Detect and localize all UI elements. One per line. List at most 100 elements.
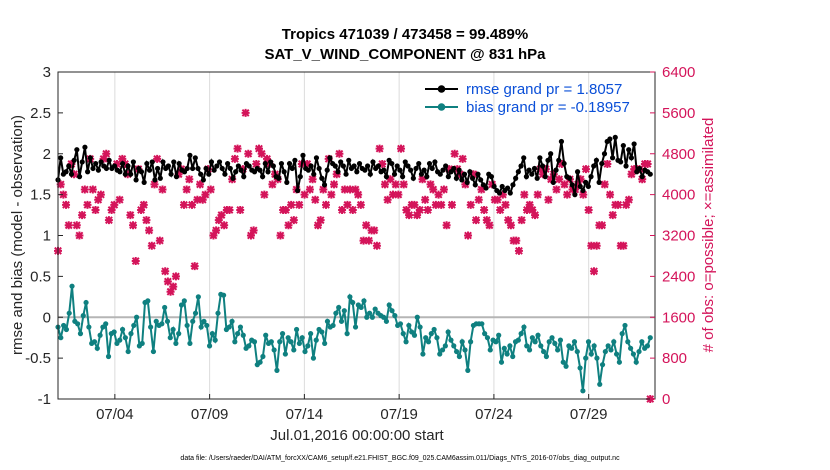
axis-ticks: 07/04 07/09 07/14 07/19 07/24 07/29 -1 -0.5 0 0.5… <box>25 64 695 423</box>
bias-point-54 <box>206 343 213 349</box>
assimilated-point-20 <box>107 205 116 214</box>
rmse-point-15 <box>95 167 101 173</box>
assimilated-point-174 <box>520 190 529 199</box>
assimilated-point-189 <box>560 180 569 189</box>
rmse-point-21 <box>111 163 118 169</box>
assimilated-point-19 <box>104 216 113 225</box>
assimilated-point-167 <box>501 200 510 209</box>
bias-point-89 <box>305 343 311 349</box>
bias-point-106 <box>352 324 359 330</box>
assimilated-point-118 <box>370 226 379 235</box>
bias-point-5 <box>69 283 75 289</box>
bias-point-17 <box>103 321 109 327</box>
y2-tick-label-0: 0 <box>662 391 670 408</box>
assimilated-point-123 <box>383 195 392 204</box>
assimilated-point-105 <box>335 149 344 158</box>
rmse-point-174 <box>523 174 530 180</box>
assimilated-point-62 <box>220 221 229 230</box>
assimilated-point-59 <box>212 226 221 235</box>
rmse-point-178 <box>534 175 540 181</box>
rmse-point-115 <box>364 163 371 169</box>
bias-point-170 <box>532 339 538 345</box>
bias-point-102 <box>341 308 347 314</box>
assimilated-point-190 <box>563 190 572 199</box>
assimilated-point-196 <box>579 190 588 199</box>
bias-point-53 <box>204 322 210 329</box>
rmse-point-69 <box>241 174 247 180</box>
bias-point-22 <box>117 337 123 343</box>
bias-point-42 <box>173 340 179 347</box>
rmse-point-154 <box>469 175 476 181</box>
assimilated-point-161 <box>485 221 494 230</box>
rmse-point-76 <box>259 174 266 180</box>
bias-point-91 <box>310 355 317 361</box>
assimilated-point-176 <box>525 200 534 209</box>
rmse-point-89 <box>294 187 301 194</box>
assimilated-point-100 <box>321 200 330 209</box>
legend-rmse-label: rmse grand pr = 1.8057 <box>466 81 622 98</box>
bias-point-50 <box>195 294 201 300</box>
bias-point-130 <box>420 351 426 357</box>
bias-point-185 <box>574 348 580 355</box>
rmse-point-7 <box>74 147 80 153</box>
assimilated-point-127 <box>394 190 403 199</box>
y-axis-left-label: rmse and bias (model - observation) <box>9 115 26 355</box>
bias-point-189 <box>585 339 592 345</box>
assimilated-point-158 <box>477 185 486 194</box>
bias-point-167 <box>524 343 530 349</box>
assimilated-point-33 <box>142 216 151 225</box>
bias-point-63 <box>232 339 238 345</box>
rmse-point-138 <box>426 160 433 167</box>
assimilated-point-124 <box>386 175 395 184</box>
bias-point-180 <box>560 359 566 365</box>
bias-point-95 <box>322 340 328 347</box>
assimilated-point-198 <box>584 205 593 214</box>
rmse-point-3 <box>63 169 69 175</box>
rmse-point-4 <box>66 163 72 169</box>
assimilated-point-83 <box>276 231 285 240</box>
bias-point-178 <box>555 347 561 353</box>
bias-point-129 <box>417 324 423 330</box>
bias-point-147 <box>468 339 474 345</box>
rmse-point-137 <box>424 174 430 180</box>
assimilated-point-110 <box>348 205 357 214</box>
assimilated-point-44 <box>171 272 180 281</box>
assimilated-point-135 <box>415 205 424 214</box>
rmse-point-165 <box>499 183 505 190</box>
rmse-point-114 <box>362 167 368 173</box>
bias-point-18 <box>105 353 112 360</box>
rmse-point-126 <box>394 163 400 169</box>
bias-point-136 <box>437 351 443 357</box>
bias-point-166 <box>521 324 527 330</box>
assimilated-point-108 <box>343 200 352 209</box>
chart-title-line-1: Tropics 471039 / 473458 = 99.489% <box>282 26 528 43</box>
assimilated-point-72 <box>246 231 255 240</box>
assimilated-point-6 <box>70 170 79 179</box>
bias-point-104 <box>347 294 353 300</box>
bias-point-27 <box>131 322 137 329</box>
rmse-point-24 <box>120 160 126 167</box>
rmse-point-32 <box>141 179 147 185</box>
y-tick-label-4: 1 <box>43 228 51 245</box>
assimilated-point-181 <box>539 170 548 179</box>
assimilated-point-179 <box>533 190 542 199</box>
assimilated-point-2 <box>59 190 68 199</box>
assimilated-point-57 <box>206 185 215 194</box>
bias-point-165 <box>518 331 524 337</box>
bias-point-211 <box>647 335 653 341</box>
assimilated-point-137 <box>421 195 430 204</box>
assimilated-point-129 <box>399 180 408 189</box>
assimilated-point-39 <box>158 185 167 194</box>
y-axis-right-label: # of obs: o=possible; ×=assimilated <box>700 118 717 353</box>
bias-point-187 <box>580 388 586 394</box>
assimilated-point-53 <box>196 180 205 189</box>
bias-point-64 <box>235 331 241 337</box>
bias-point-84 <box>291 347 297 353</box>
bias-point-151 <box>479 321 485 327</box>
bias-point-200 <box>616 359 622 365</box>
bias-point-78 <box>274 367 280 373</box>
bias-point-157 <box>496 332 502 338</box>
rmse-point-88 <box>292 157 298 163</box>
bias-point-66 <box>240 332 246 338</box>
assimilated-point-107 <box>340 185 349 194</box>
